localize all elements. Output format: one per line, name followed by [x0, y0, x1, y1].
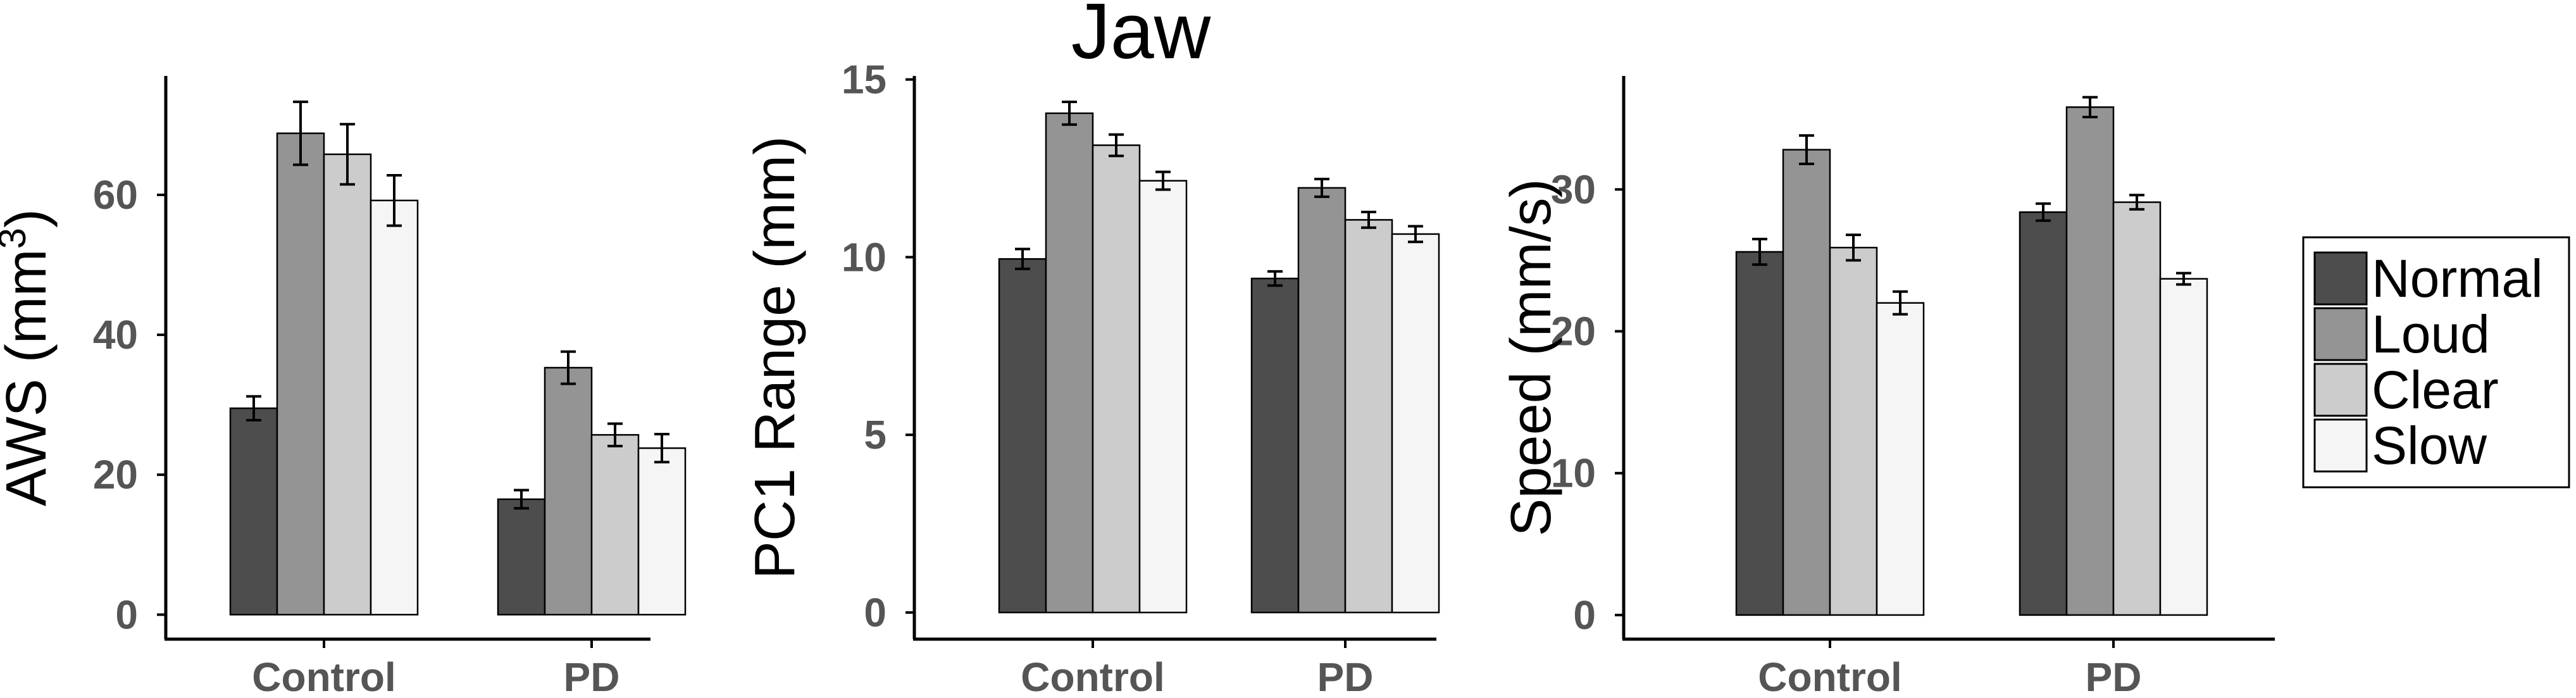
error-bar-normal-pd — [514, 489, 529, 510]
bar-loud-control — [1045, 112, 1094, 614]
error-bar-clear-pd — [2129, 194, 2144, 211]
error-bar-clear-control — [1846, 234, 1861, 262]
chart-panels: 0 20 40 60 Control PD AWS (mm3) 0 5 10 15 Control PD… — [0, 57, 2275, 698]
error-bar-slow-pd — [654, 433, 669, 464]
bar-slow-pd — [637, 447, 687, 616]
error-bar-slow-pd — [1408, 225, 1423, 244]
bar-loud-control — [1782, 149, 1831, 616]
x-category-label: PD — [564, 654, 620, 698]
y-tick-label: 15 — [842, 57, 887, 103]
x-category-label: PD — [2086, 654, 2142, 698]
y-tick-label: 0 — [864, 590, 887, 635]
bar-clear-pd — [2112, 201, 2162, 616]
bar-clear-control — [323, 153, 372, 616]
error-bar-loud-control — [1799, 134, 1814, 165]
error-bar-normal-pd — [2036, 202, 2051, 222]
chart-panel-1: 0 20 40 60 Control PD AWS (mm3) — [0, 76, 687, 698]
bar-normal-pd — [2019, 211, 2068, 616]
legend-swatch-normal — [2313, 251, 2368, 306]
bar-loud-pd — [544, 366, 593, 616]
y-tick-label: 0 — [1573, 592, 1596, 638]
chart-panel-3: 0 10 20 30 Control PD Speed (mm/s) — [1500, 76, 2275, 698]
x-category-label: PD — [1317, 654, 1374, 698]
y-axis-label: AWS (mm3) — [0, 209, 58, 506]
error-bar-clear-control — [1109, 133, 1124, 158]
legend-label-slow: Slow — [2372, 416, 2487, 475]
bar-normal-pd — [497, 498, 546, 616]
bar-clear-control — [1829, 247, 1878, 616]
error-bar-loud-pd — [2082, 96, 2098, 119]
y-tick-label: 10 — [1551, 451, 1596, 496]
error-bar-loud-pd — [1314, 177, 1329, 198]
bar-clear-pd — [590, 433, 640, 616]
y-tick-label: 0 — [115, 592, 138, 637]
legend-label-loud: Loud — [2372, 304, 2490, 364]
error-bar-slow-control — [1893, 290, 1908, 316]
legend-swatch-slow — [2313, 418, 2368, 473]
x-category-label: Control — [252, 654, 396, 698]
bar-normal-control — [229, 407, 278, 616]
error-bar-slow-control — [1155, 170, 1171, 191]
bar-clear-control — [1092, 144, 1141, 614]
y-axis-label: Speed (mm/s) — [1500, 178, 1563, 536]
bar-normal-pd — [1250, 277, 1300, 614]
chart-panel-2: 0 5 10 15 Control PD PC1 Range (mm) — [744, 57, 1440, 698]
bar-slow-control — [1138, 180, 1188, 614]
error-bar-slow-pd — [2176, 271, 2191, 286]
error-bar-normal-control — [1015, 247, 1030, 270]
error-bar-normal-control — [246, 395, 261, 421]
error-bar-slow-control — [387, 173, 402, 227]
legend-label-normal: Normal — [2372, 249, 2543, 308]
legend-label-clear: Clear — [2372, 360, 2499, 420]
error-bar-clear-pd — [607, 422, 623, 447]
bar-slow-pd — [1391, 233, 1440, 614]
bar-slow-control — [370, 199, 419, 616]
error-bar-clear-pd — [1361, 211, 1376, 229]
error-bar-loud-control — [1062, 100, 1077, 126]
y-tick-label: 5 — [864, 412, 887, 458]
bar-normal-control — [998, 258, 1047, 614]
y-tick-label: 10 — [842, 234, 887, 280]
error-bar-normal-control — [1752, 237, 1767, 266]
bar-slow-control — [1876, 302, 1925, 616]
y-tick-label: 30 — [1551, 166, 1596, 212]
y-tick-label: 60 — [93, 172, 138, 218]
legend-swatch-clear — [2313, 363, 2368, 417]
bar-normal-control — [1735, 251, 1784, 616]
y-tick-label: 20 — [1551, 309, 1596, 354]
x-category-label: Control — [1758, 654, 1902, 698]
error-bar-clear-control — [340, 123, 355, 186]
y-tick-label: 40 — [93, 312, 138, 358]
error-bar-loud-pd — [561, 350, 576, 385]
x-category-label: Control — [1021, 654, 1165, 698]
error-bar-normal-pd — [1267, 270, 1283, 287]
bar-loud-pd — [1297, 187, 1347, 614]
y-axis-label: PC1 Range (mm) — [744, 136, 807, 579]
bar-loud-pd — [2065, 106, 2115, 616]
bar-loud-control — [276, 132, 325, 616]
bar-slow-pd — [2159, 278, 2208, 616]
legend-swatch-loud — [2313, 307, 2368, 361]
figure-title: Jaw — [1071, 0, 1211, 75]
bar-clear-pd — [1344, 219, 1393, 614]
error-bar-loud-control — [293, 100, 308, 166]
y-tick-label: 20 — [93, 452, 138, 497]
